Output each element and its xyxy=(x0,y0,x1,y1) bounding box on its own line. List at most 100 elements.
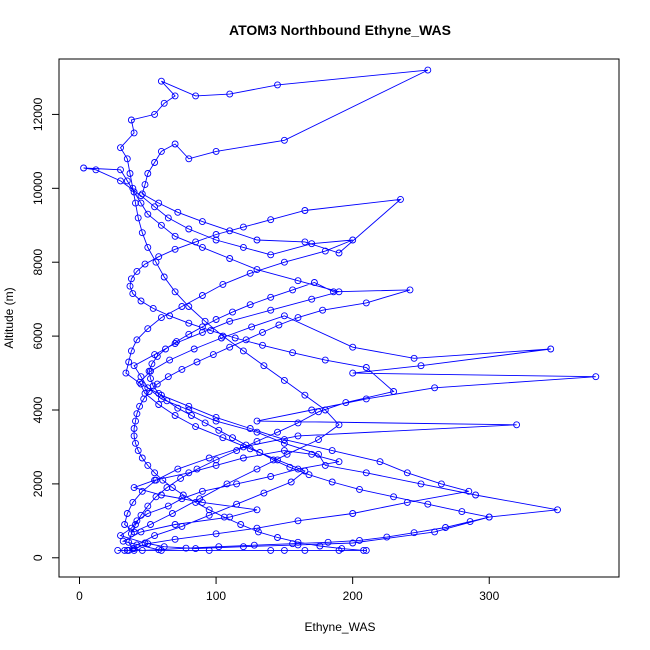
data-point xyxy=(260,362,268,370)
data-point xyxy=(138,487,146,495)
data-point xyxy=(349,539,357,547)
data-point xyxy=(171,245,179,253)
data-point xyxy=(253,236,261,244)
data-point xyxy=(151,110,159,118)
data-point xyxy=(137,192,145,200)
data-point xyxy=(280,258,288,266)
data-point xyxy=(141,181,149,189)
data-point xyxy=(246,425,254,432)
data-point xyxy=(390,388,398,395)
data-point xyxy=(129,184,137,192)
data-point xyxy=(132,417,139,425)
data-point xyxy=(185,330,193,338)
data-point xyxy=(362,299,370,307)
data-point xyxy=(151,532,159,540)
data-point xyxy=(140,395,148,403)
data-point xyxy=(376,458,384,466)
data-point xyxy=(274,428,281,436)
data-point xyxy=(417,480,425,488)
data-point xyxy=(152,493,160,501)
data-point xyxy=(424,66,432,74)
x-tick-label: 300 xyxy=(479,589,499,603)
data-point xyxy=(229,434,236,442)
data-point xyxy=(138,546,146,554)
data-point xyxy=(253,465,261,473)
data-point xyxy=(315,436,322,444)
data-point xyxy=(212,236,220,244)
data-point xyxy=(152,258,160,266)
data-point xyxy=(185,406,193,414)
x-tick-label: 0 xyxy=(76,589,83,603)
data-point xyxy=(163,484,171,492)
data-point xyxy=(335,249,343,257)
data-point xyxy=(212,147,220,155)
data-point xyxy=(137,528,145,536)
data-point xyxy=(121,546,129,554)
data-point xyxy=(246,301,254,309)
series-line xyxy=(83,69,596,551)
data-point xyxy=(149,304,157,312)
data-point xyxy=(190,345,198,353)
data-point xyxy=(362,364,370,371)
data-point xyxy=(160,543,168,551)
data-point xyxy=(301,207,309,214)
data-point xyxy=(122,369,130,377)
data-point xyxy=(226,343,234,351)
data-point xyxy=(267,473,275,480)
data-point xyxy=(442,524,449,531)
data-point xyxy=(174,208,182,216)
data-point xyxy=(144,210,152,218)
data-point xyxy=(242,336,250,344)
data-point xyxy=(130,432,138,440)
data-point xyxy=(166,356,174,364)
data-point xyxy=(127,275,135,283)
data-point xyxy=(349,236,357,244)
data-point xyxy=(155,389,163,397)
data-point xyxy=(267,293,275,301)
data-point xyxy=(178,365,186,373)
data-point xyxy=(145,367,153,375)
data-point xyxy=(153,352,161,360)
data-point xyxy=(424,500,432,508)
data-point xyxy=(147,521,154,528)
data-point xyxy=(152,476,160,484)
data-point xyxy=(171,232,179,240)
data-point xyxy=(294,419,302,427)
data-point xyxy=(171,92,179,100)
data-point xyxy=(144,540,152,548)
data-point xyxy=(362,546,370,554)
data-point xyxy=(136,402,144,410)
data-point xyxy=(188,412,195,419)
data-point xyxy=(125,358,133,366)
data-point xyxy=(294,465,302,473)
data-point xyxy=(192,423,200,431)
data-point xyxy=(274,534,281,541)
data-point xyxy=(117,144,124,152)
data-point xyxy=(280,546,288,554)
data-point xyxy=(144,243,152,251)
data-point xyxy=(129,545,137,553)
data-point xyxy=(168,484,176,492)
data-point xyxy=(155,199,163,207)
data-point xyxy=(289,286,297,294)
data-point xyxy=(362,469,370,477)
data-point xyxy=(130,484,138,492)
data-point xyxy=(198,243,206,251)
data-point xyxy=(166,312,174,320)
data-point xyxy=(338,545,346,553)
data-point xyxy=(201,317,209,325)
data-point xyxy=(294,277,302,285)
data-point xyxy=(349,369,357,377)
data-point xyxy=(130,362,138,370)
data-point xyxy=(185,319,193,327)
data-point xyxy=(126,170,134,177)
data-point xyxy=(308,450,316,458)
data-point xyxy=(349,510,357,517)
data-point xyxy=(177,474,185,482)
data-point xyxy=(212,413,220,421)
data-point xyxy=(280,312,288,320)
data-point xyxy=(205,511,213,519)
data-point xyxy=(157,221,165,229)
data-point xyxy=(215,543,223,551)
